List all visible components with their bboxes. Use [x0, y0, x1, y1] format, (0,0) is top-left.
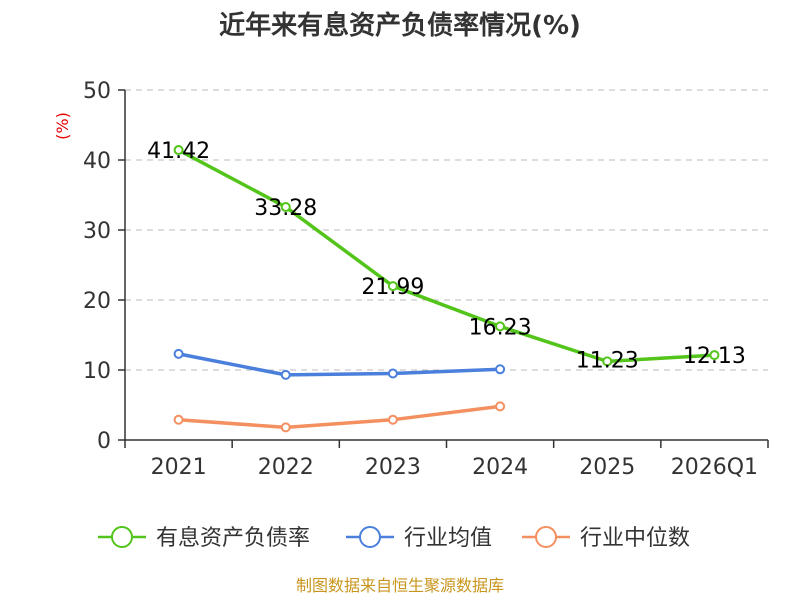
data-label-2021: 41.42 — [147, 139, 210, 164]
legend-item-1[interactable]: 行业均值 — [346, 526, 492, 551]
series-line-2 — [176, 404, 502, 430]
series-0-point-2026Q1 — [709, 350, 720, 361]
series-0-point-2024 — [495, 321, 506, 332]
axes: 0 10 20 30 40 50 2021 2022 2023 2024 2025 2026Q1 — [83, 79, 769, 480]
chart-title: 近年来有息资产负债率情况(%) — [219, 10, 581, 41]
series-1-point-2023 — [387, 368, 398, 379]
series-2-point-2021 — [173, 414, 184, 425]
series-0-point-2022 — [280, 202, 291, 213]
x-tick-label-2021: 2021 — [151, 455, 207, 480]
y-tick-label-10: 10 — [83, 359, 111, 384]
series-1-point-2024 — [495, 364, 506, 375]
y-tick-label-40: 40 — [83, 149, 111, 174]
x-tick-label-2022: 2022 — [258, 455, 314, 480]
y-tick-label-0: 0 — [97, 429, 111, 454]
y-axis-unit-label: (%) — [53, 112, 72, 140]
legend-marker-2 — [535, 526, 557, 548]
series-0-point-2025 — [602, 356, 613, 367]
legend-label-1: 行业均值 — [404, 526, 492, 551]
series-0-point-2021 — [173, 145, 184, 156]
series-lines — [173, 145, 720, 433]
legend-marker-0 — [111, 526, 133, 548]
x-tick-label-2026Q1: 2026Q1 — [671, 455, 758, 480]
legend-marker-1 — [359, 526, 381, 548]
series-2-point-2023 — [387, 414, 398, 425]
data-label-2025: 11.23 — [576, 348, 639, 373]
grid-lines — [125, 89, 768, 371]
x-tick-label-2023: 2023 — [365, 455, 421, 480]
y-tick-label-30: 30 — [83, 219, 111, 244]
series-2-point-2022 — [280, 422, 291, 433]
data-label-2023: 21.99 — [361, 275, 424, 300]
legend-label-0: 有息资产负债率 — [156, 526, 310, 551]
source-note: 制图数据来自恒生聚源数据库 — [296, 576, 504, 595]
y-tick-label-20: 20 — [83, 289, 111, 314]
legend-item-0[interactable]: 有息资产负债率 — [98, 526, 310, 551]
legend-label-2: 行业中位数 — [580, 526, 690, 551]
y-tick-label-50: 50 — [83, 79, 111, 104]
series-1-point-2022 — [280, 369, 291, 380]
data-label-2022: 33.28 — [254, 196, 317, 221]
series-line-1 — [176, 352, 502, 377]
series-line-0 — [176, 148, 717, 364]
series-1-point-2021 — [173, 348, 184, 359]
x-tick-label-2024: 2024 — [472, 455, 528, 480]
x-tick-label-2025: 2025 — [579, 455, 635, 480]
series-2-point-2024 — [495, 401, 506, 412]
legend[interactable]: 有息资产负债率 行业均值 行业中位数 — [98, 526, 690, 551]
legend-item-2[interactable]: 行业中位数 — [522, 526, 690, 551]
data-label-2026Q1: 12.13 — [683, 344, 746, 369]
data-labels: 41.42 33.28 21.99 16.23 11.23 12.13 — [147, 139, 746, 373]
series-0-point-2023 — [387, 281, 398, 292]
data-label-2024: 16.23 — [469, 315, 532, 340]
